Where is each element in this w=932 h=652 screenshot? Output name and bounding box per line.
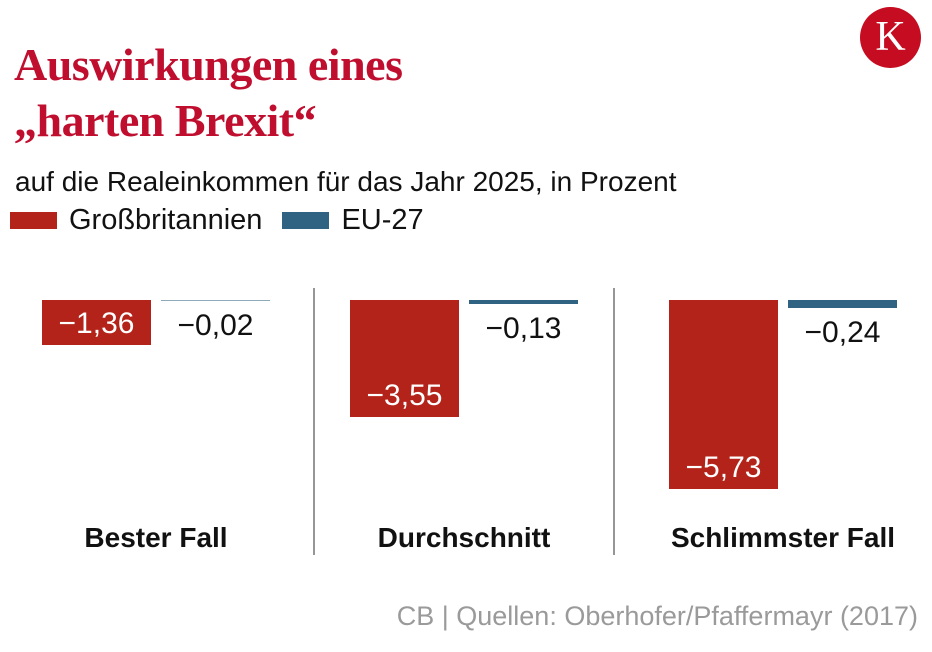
bar-column-gb: −5,73 (669, 300, 778, 489)
bar-gb-bester-fall: −1,36 (42, 300, 151, 345)
value-label-eu-schlimmster-fall: −0,24 (804, 316, 881, 349)
legend-swatch-grossbritannien (10, 211, 57, 229)
group-divider-2 (613, 288, 615, 555)
bar-column-gb: −3,55 (350, 300, 459, 417)
bar-eu-durchschnitt (469, 300, 578, 304)
value-label-eu-bester-fall: −0,02 (177, 309, 254, 342)
legend-label-eu27: EU-27 (341, 203, 424, 236)
legend-swatch-eu27 (282, 211, 330, 229)
chart-title: Auswirkungen eines „harten Brexit“ (14, 37, 403, 149)
bar-group-bester-fall: −1,36 −0,02 Bester Fall (42, 300, 270, 560)
category-label-durchschnitt: Durchschnitt (377, 522, 551, 553)
category-label-schlimmster-fall: Schlimmster Fall (670, 522, 896, 553)
category-label-bester-fall: Bester Fall (84, 522, 228, 553)
bar-pair: −5,73 −0,24 (669, 300, 897, 489)
value-label-gb-schlimmster-fall: −5,73 (685, 451, 762, 484)
legend-label-grossbritannien: Großbritannien (69, 203, 263, 236)
bar-column-eu: −0,13 (469, 300, 578, 344)
bar-eu-schlimmster-fall (788, 300, 897, 308)
bar-group-durchschnitt: −3,55 −0,13 Durchschnitt (350, 300, 578, 560)
bar-group-schlimmster-fall: −5,73 −0,24 Schlimmster Fall (669, 300, 897, 560)
group-divider-1 (313, 288, 315, 555)
brand-logo-letter: K (875, 13, 906, 60)
chart-subtitle: auf die Realeinkommen für das Jahr 2025,… (15, 166, 677, 197)
bar-column-eu: −0,02 (161, 300, 270, 341)
brand-logo: K (860, 7, 921, 68)
bar-pair: −3,55 −0,13 (350, 300, 578, 417)
bar-gb-schlimmster-fall: −5,73 (669, 300, 778, 489)
value-label-gb-bester-fall: −1,36 (58, 307, 135, 340)
bar-gb-durchschnitt: −3,55 (350, 300, 459, 417)
bar-pair: −1,36 −0,02 (42, 300, 270, 345)
chart-title-line2: „harten Brexit“ (14, 94, 317, 146)
chart-title-line1: Auswirkungen eines (14, 38, 403, 90)
value-label-eu-durchschnitt: −0,13 (485, 312, 562, 345)
bar-chart: −1,36 −0,02 Bester Fall −3,55 (0, 270, 932, 570)
source-credit: CB | Quellen: Oberhofer/Pfaffermayr (201… (396, 601, 918, 631)
bar-column-gb: −1,36 (42, 300, 151, 345)
legend: Großbritannien EU-27 (10, 203, 424, 237)
bar-eu-bester-fall (161, 300, 270, 301)
bar-column-eu: −0,24 (788, 300, 897, 348)
value-label-gb-durchschnitt: −3,55 (366, 379, 443, 412)
